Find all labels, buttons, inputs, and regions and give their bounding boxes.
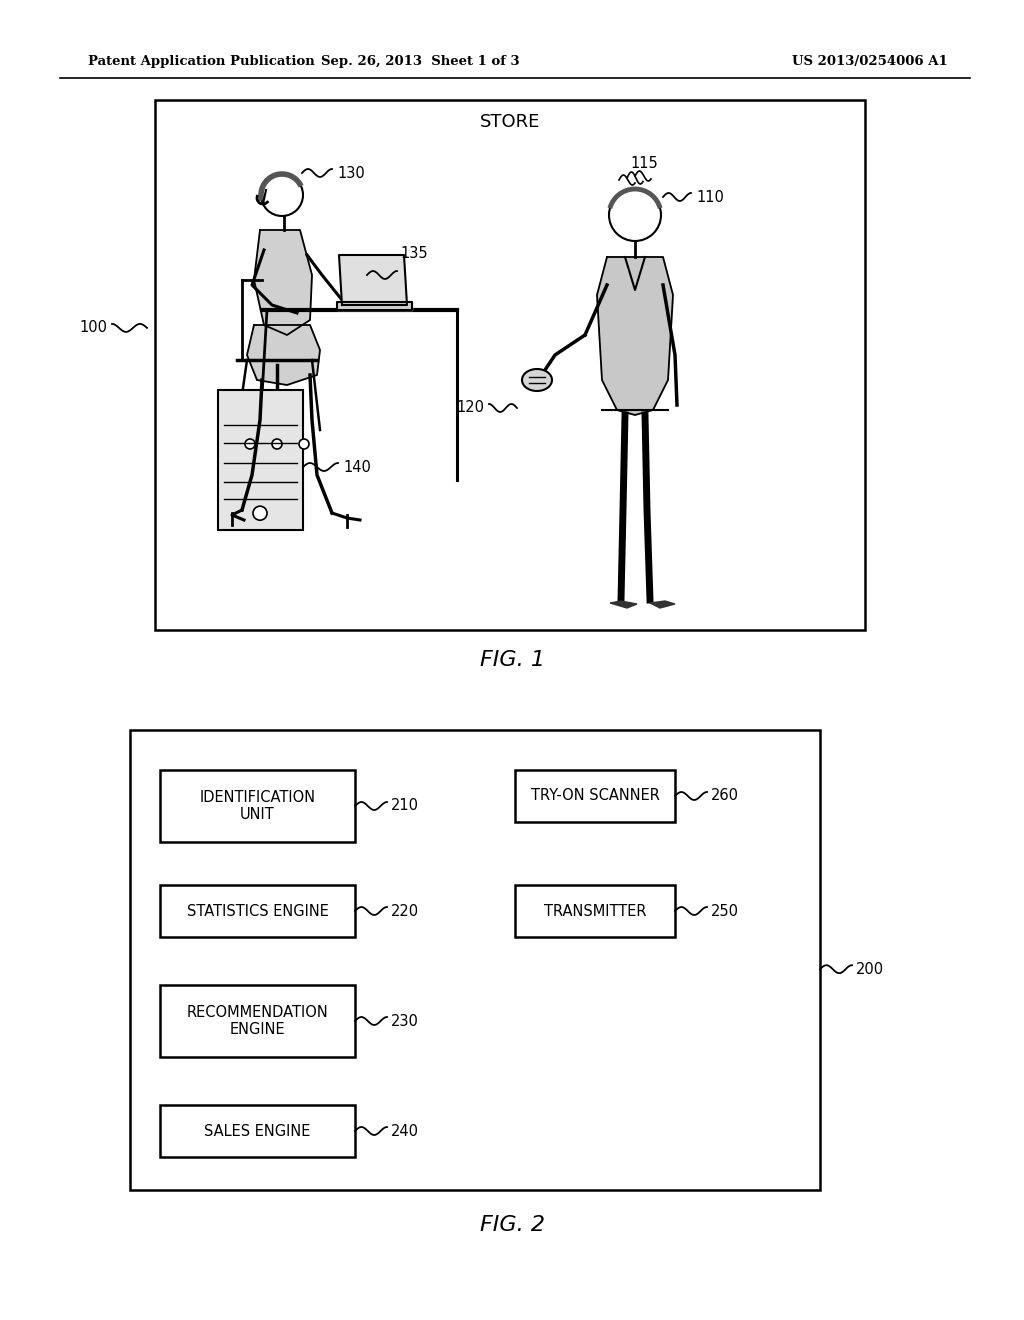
- Polygon shape: [254, 230, 312, 335]
- Text: US 2013/0254006 A1: US 2013/0254006 A1: [793, 55, 948, 69]
- Text: 210: 210: [391, 799, 419, 813]
- Text: Sep. 26, 2013  Sheet 1 of 3: Sep. 26, 2013 Sheet 1 of 3: [321, 55, 519, 69]
- Circle shape: [272, 440, 282, 449]
- Text: 230: 230: [391, 1014, 419, 1028]
- Text: IDENTIFICATION
UNIT: IDENTIFICATION UNIT: [200, 789, 315, 822]
- Polygon shape: [247, 325, 319, 385]
- Circle shape: [245, 440, 255, 449]
- Text: 130: 130: [337, 165, 365, 181]
- Circle shape: [261, 174, 303, 216]
- Text: 250: 250: [711, 903, 739, 919]
- Text: Patent Application Publication: Patent Application Publication: [88, 55, 314, 69]
- Text: FIG. 2: FIG. 2: [479, 1214, 545, 1236]
- Text: SALES ENGINE: SALES ENGINE: [205, 1123, 310, 1138]
- Polygon shape: [597, 257, 673, 414]
- Text: RECOMMENDATION
ENGINE: RECOMMENDATION ENGINE: [186, 1005, 329, 1038]
- Circle shape: [253, 506, 267, 520]
- Ellipse shape: [522, 370, 552, 391]
- Bar: [515, 770, 675, 822]
- Text: 115: 115: [630, 156, 657, 170]
- Text: TRY-ON SCANNER: TRY-ON SCANNER: [530, 788, 659, 804]
- Text: 120: 120: [456, 400, 484, 416]
- Circle shape: [609, 189, 662, 242]
- Text: 260: 260: [711, 788, 739, 804]
- Bar: [155, 100, 865, 630]
- Polygon shape: [610, 601, 637, 609]
- Text: STATISTICS ENGINE: STATISTICS ENGINE: [186, 903, 329, 919]
- Polygon shape: [339, 255, 407, 305]
- Circle shape: [299, 440, 309, 449]
- Text: FIG. 1: FIG. 1: [479, 649, 545, 671]
- Text: 110: 110: [696, 190, 724, 205]
- Text: STORE: STORE: [480, 114, 541, 131]
- Text: 220: 220: [391, 903, 419, 919]
- Bar: [160, 884, 355, 937]
- Text: 200: 200: [856, 962, 884, 977]
- Text: 140: 140: [343, 459, 371, 474]
- Text: 240: 240: [391, 1123, 419, 1138]
- Text: 135: 135: [400, 246, 428, 260]
- Polygon shape: [650, 601, 675, 609]
- Text: 100: 100: [79, 321, 106, 335]
- Bar: [515, 884, 675, 937]
- Bar: [218, 389, 303, 531]
- Bar: [130, 730, 820, 1191]
- Bar: [160, 1105, 355, 1158]
- Bar: [160, 770, 355, 842]
- Bar: [160, 985, 355, 1057]
- Polygon shape: [337, 302, 412, 310]
- Text: TRANSMITTER: TRANSMITTER: [544, 903, 646, 919]
